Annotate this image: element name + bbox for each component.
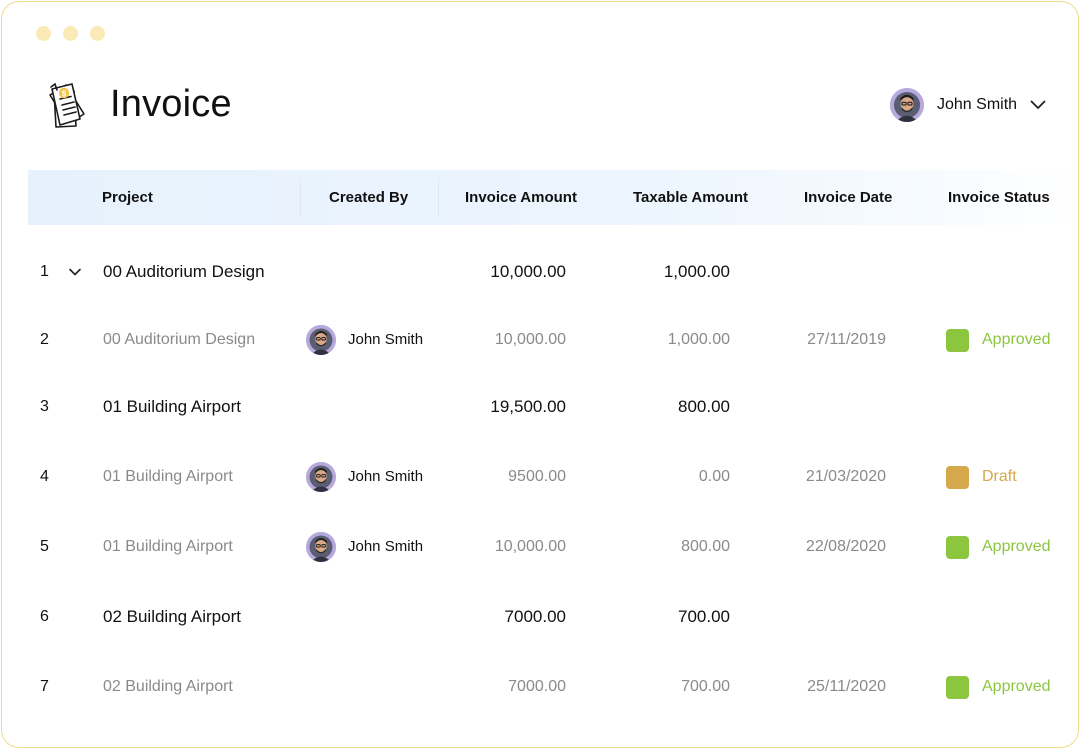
- project-name[interactable]: 02 Building Airport: [103, 607, 241, 626]
- column-header-taxable-amount[interactable]: Taxable Amount: [633, 189, 749, 206]
- table-row[interactable]: 3 01 Building Airport 19,500.00 800.00: [28, 387, 1078, 427]
- status-swatch: [946, 328, 969, 352]
- window-dot-close[interactable]: [36, 26, 51, 41]
- column-divider[interactable]: [300, 178, 301, 218]
- invoice-amount: 19,500.00: [490, 397, 566, 416]
- row-index: 2: [40, 331, 49, 348]
- table-row[interactable]: 2 00 Auditorium Design John Smith 10,000.00…: [28, 320, 1078, 360]
- taxable-amount: 700.00: [678, 607, 730, 626]
- table-row[interactable]: 4 01 Building Airport John Smith 9500.00 0.0…: [28, 457, 1078, 497]
- table-row[interactable]: 7 02 Building Airport 7000.00 700.00 25/11/2…: [28, 667, 1078, 707]
- status-label: Approved: [982, 331, 1051, 348]
- project-name[interactable]: 00 Auditorium Design: [103, 331, 256, 348]
- row-index: 3: [40, 398, 49, 415]
- project-name[interactable]: 01 Building Airport: [103, 468, 233, 485]
- invoice-amount: 9500.00: [508, 468, 566, 485]
- creator-name: John Smith: [348, 538, 424, 555]
- column-header-project[interactable]: Project: [102, 189, 153, 206]
- page-title: Invoice: [110, 83, 232, 125]
- created-by: John Smith: [306, 457, 423, 497]
- project-name[interactable]: 01 Building Airport: [103, 538, 233, 555]
- taxable-amount: 800.00: [678, 397, 730, 416]
- status-swatch: [946, 465, 969, 489]
- status-swatch: [946, 675, 969, 699]
- chevron-down-icon[interactable]: [1030, 100, 1046, 110]
- svg-text:$: $: [62, 90, 67, 99]
- invoice-amount: 7000.00: [508, 678, 566, 695]
- project-name[interactable]: 00 Auditorium Design: [103, 262, 265, 281]
- taxable-amount: 1,000.00: [663, 262, 730, 281]
- expand-chevron-icon[interactable]: [68, 267, 82, 277]
- table-row[interactable]: 1 00 Auditorium Design 10,000.00 1,000.00: [28, 252, 1078, 292]
- column-header-invoice-amount[interactable]: Invoice Amount: [465, 189, 577, 206]
- avatar: [890, 88, 924, 122]
- invoice-amount: 7000.00: [504, 607, 566, 626]
- project-name[interactable]: 01 Building Airport: [103, 397, 241, 416]
- window-dot-maximize[interactable]: [90, 26, 105, 41]
- avatar: [306, 532, 336, 562]
- taxable-amount: 700.00: [681, 678, 730, 695]
- column-header-created-by[interactable]: Created By: [329, 189, 409, 206]
- row-index: 1: [40, 263, 49, 280]
- invoice-amount: 10,000.00: [494, 331, 566, 348]
- taxable-amount: 0.00: [698, 468, 730, 485]
- avatar: [306, 462, 336, 492]
- column-header-invoice-date[interactable]: Invoice Date: [804, 189, 893, 206]
- invoice-date: 25/11/2020: [807, 678, 886, 695]
- avatar: [306, 325, 336, 355]
- status-label: Approved: [982, 678, 1051, 695]
- invoice-date: 21/03/2020: [805, 468, 886, 485]
- status-badge[interactable]: Approved: [946, 667, 1051, 707]
- created-by: John Smith: [306, 320, 423, 360]
- status-badge[interactable]: Approved: [946, 527, 1051, 567]
- project-name[interactable]: 02 Building Airport: [103, 678, 233, 695]
- row-index: 5: [40, 538, 49, 555]
- taxable-amount: 800.00: [681, 538, 730, 555]
- taxable-amount: 1,000.00: [667, 331, 730, 348]
- column-divider[interactable]: [438, 178, 439, 218]
- status-badge[interactable]: Draft: [946, 457, 1017, 497]
- row-index: 6: [40, 608, 49, 625]
- invoice-date: 22/08/2020: [805, 538, 886, 555]
- creator-name: John Smith: [348, 468, 424, 485]
- status-label: Approved: [982, 538, 1051, 555]
- invoice-amount: 10,000.00: [494, 538, 566, 555]
- window-dot-minimize[interactable]: [63, 26, 78, 41]
- creator-name: John Smith: [348, 331, 424, 348]
- status-label: Draft: [982, 468, 1017, 485]
- window-controls: [36, 26, 105, 41]
- table-row[interactable]: 6 02 Building Airport 7000.00 700.00: [28, 597, 1078, 637]
- invoice-date: 27/11/2019: [807, 331, 886, 348]
- created-by: John Smith: [306, 527, 423, 567]
- status-swatch: [946, 535, 969, 559]
- invoice-document-icon: $: [44, 81, 92, 131]
- user-menu[interactable]: John Smith: [890, 88, 1046, 122]
- table-header: Project Created By Invoice Amount Taxabl…: [28, 170, 1078, 225]
- row-index: 7: [40, 678, 49, 695]
- status-badge[interactable]: Approved: [946, 320, 1051, 360]
- table-row[interactable]: 5 01 Building Airport John Smith 10,000.00 8…: [28, 527, 1078, 567]
- invoice-amount: 10,000.00: [490, 262, 566, 281]
- column-header-invoice-status[interactable]: Invoice Status: [948, 189, 1050, 206]
- row-index: 4: [40, 468, 49, 485]
- user-name: John Smith: [937, 96, 1018, 113]
